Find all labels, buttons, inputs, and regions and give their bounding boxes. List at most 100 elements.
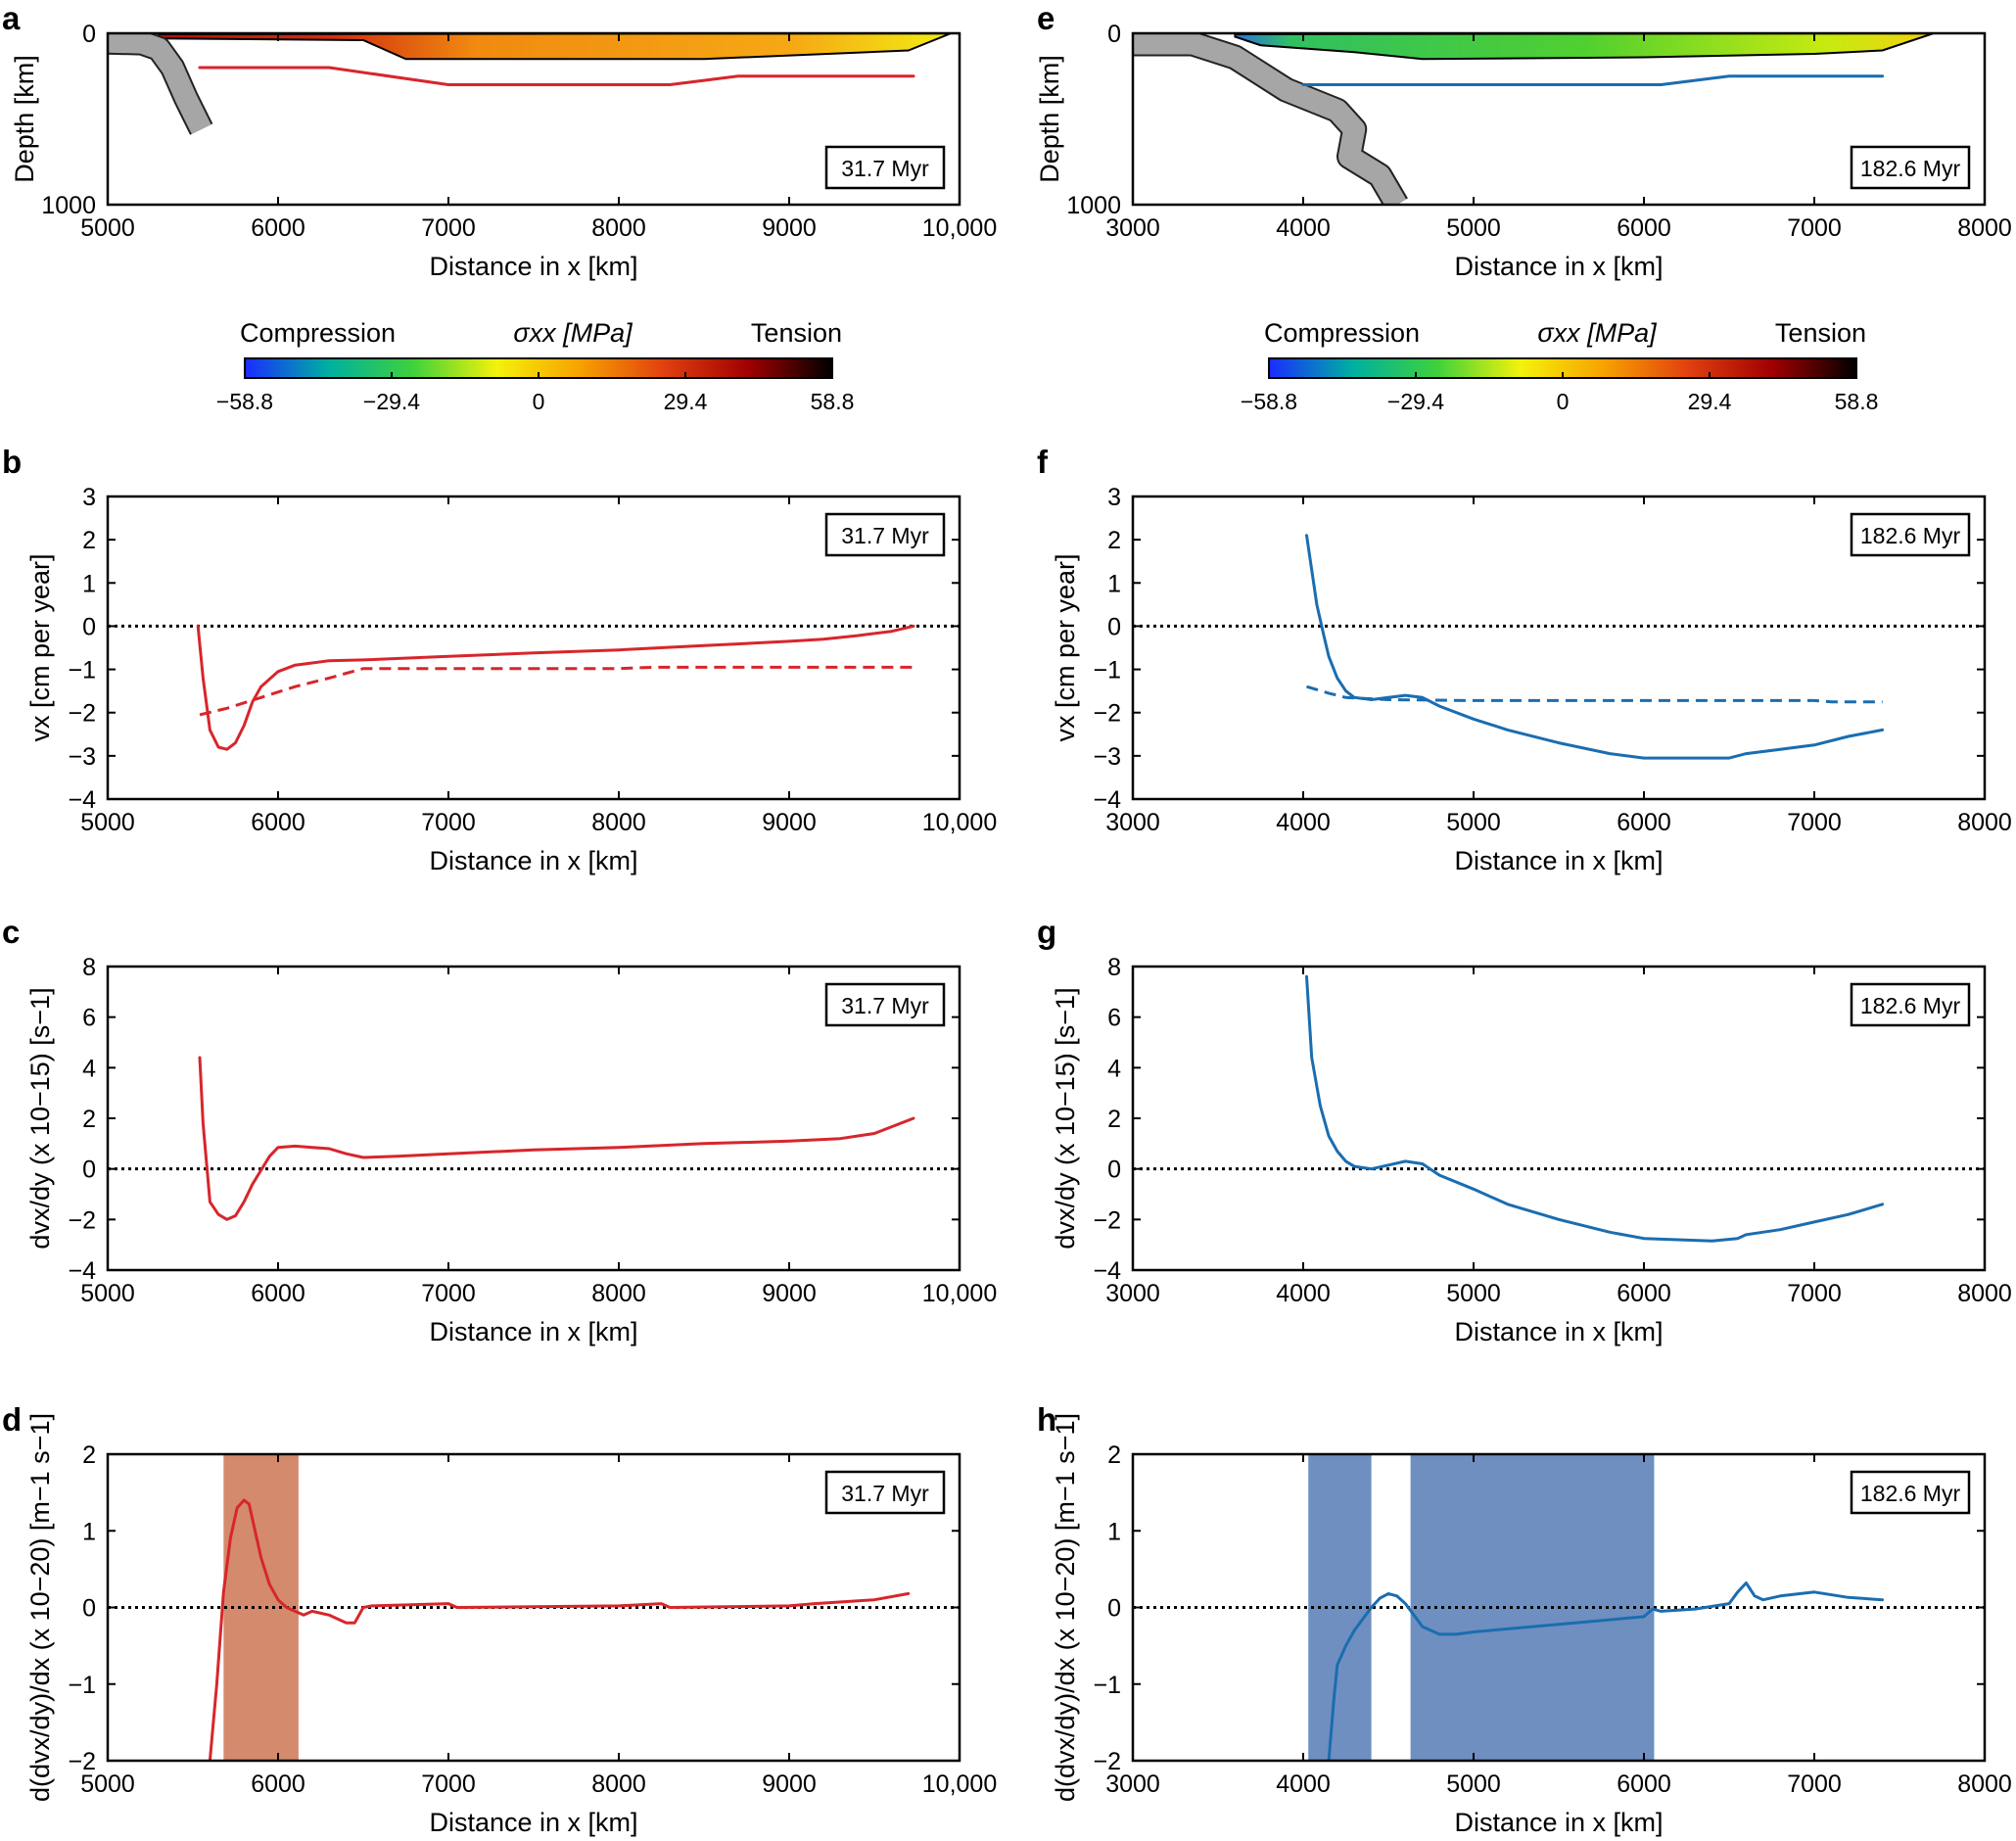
x-tick-label: 7000 (421, 1280, 476, 1307)
panel-letter: c (2, 914, 20, 950)
time-label: 31.7 Myr (841, 1481, 929, 1506)
x-tick-label: 10,000 (922, 1280, 997, 1307)
x-tick-label: 6000 (1617, 214, 1671, 242)
x-tick-label: 7000 (421, 1770, 476, 1798)
x-tick-label: 4000 (1276, 214, 1331, 242)
x-tick-label: 9000 (762, 1280, 817, 1307)
colorbar-tick-label: −58.8 (1241, 389, 1297, 414)
colorbar-tick-label: 0 (533, 389, 545, 414)
y-tick-label: −3 (68, 743, 96, 771)
y-tick-label: −4 (68, 1257, 96, 1285)
x-tick-label: 7000 (1787, 214, 1842, 242)
x-tick-label: 3000 (1105, 1770, 1160, 1798)
plot-area (108, 1056, 960, 1221)
y-tick-label: 2 (82, 527, 96, 554)
panel-f: 3000 4000 5000 6000 7000 8000 −4 −3 −2 −1 0 1 2 3 Dist… (1037, 444, 2012, 875)
x-tick-label: 3000 (1105, 1280, 1160, 1307)
panel-a: 5000 6000 7000 8000 9000 10,000 0 1000 Distance … (2, 0, 997, 281)
x-axis-label: Distance in x [km] (1454, 252, 1663, 281)
y-tick-label: 1 (1107, 570, 1121, 597)
panel-letter: a (2, 0, 21, 36)
colorbar-a: Compression σxx [MPa] Tension −58.8 −29.4 0 29… (216, 318, 854, 414)
panel-e: 3000 4000 5000 6000 7000 8000 0 1000 Distance in… (1035, 0, 2012, 281)
stress-field (1234, 33, 1935, 61)
colorbar-sigma-label: σxx [MPa] (513, 318, 633, 348)
y-tick-label: 8 (82, 954, 96, 981)
x-axis-label: Distance in x [km] (1454, 846, 1663, 875)
x-tick-label: 9000 (762, 214, 817, 242)
plot-frame (1131, 31, 1987, 207)
x-tick-label: 3000 (1105, 809, 1160, 836)
y-tick-label: 6 (82, 1005, 96, 1032)
plot-frame (106, 31, 961, 207)
plot-area (1133, 534, 1985, 760)
x-tick-label: 5000 (80, 809, 135, 836)
y-tick-label: 0 (1107, 1157, 1121, 1184)
y-axis-label: d(dvx/dy)/dx (x 10−20) [m−1 s−1] (25, 1413, 55, 1802)
colorbar-compression-label: Compression (240, 318, 396, 348)
colorbar-tick-label: −29.4 (1387, 389, 1444, 414)
colorbar-compression-label: Compression (1264, 318, 1420, 348)
x-tick-label: 6000 (251, 1770, 305, 1798)
x-tick-label: 6000 (251, 809, 305, 836)
plot-area (1133, 974, 1985, 1243)
x-axis-label: Distance in x [km] (1454, 1317, 1663, 1346)
time-label-box (1850, 982, 1971, 1027)
x-axis-label: Distance in x [km] (429, 846, 637, 875)
plot-area (108, 1454, 960, 1761)
y-tick-label: −4 (68, 786, 96, 814)
y-tick-label: 1 (82, 570, 96, 597)
x-tick-label: 8000 (591, 809, 646, 836)
lithosphere-depth-line (1301, 74, 1885, 86)
panel-b: 5000 6000 7000 8000 9000 10,000 −4 −3 −2 −1 0 1 2 3 Di… (2, 444, 997, 875)
x-tick-label: 8000 (591, 1770, 646, 1798)
x-tick-label: 6000 (1617, 1280, 1671, 1307)
y-tick-label: −2 (68, 700, 96, 728)
y-tick-label: −2 (1093, 1748, 1121, 1775)
plot-area (108, 33, 952, 135)
y-axis-label: dvx/dy (x 10−15) [s−1] (25, 987, 55, 1249)
y-tick-label: 2 (82, 1441, 96, 1469)
series-solid (1305, 534, 1885, 760)
y-tick-label: 0 (82, 21, 96, 48)
y-tick-label: −1 (68, 657, 96, 684)
x-tick-label: 8000 (1957, 1770, 2012, 1798)
x-tick-label: 5000 (80, 1770, 135, 1798)
panel-letter: d (2, 1401, 22, 1438)
x-tick-label: 6000 (251, 214, 305, 242)
y-tick-label: 0 (82, 1157, 96, 1184)
x-tick-label: 10,000 (922, 214, 997, 242)
time-label-box (1850, 1470, 1971, 1515)
series-solid (208, 1498, 911, 1761)
y-tick-label: 0 (82, 1595, 96, 1623)
time-label: 31.7 Myr (841, 523, 929, 548)
y-tick-label: −1 (1093, 1672, 1121, 1699)
y-tick-label: 1 (82, 1518, 96, 1545)
panel-c: 5000 6000 7000 8000 9000 10,000 −4 −2 0 2 4 6 8 Dista… (2, 914, 997, 1346)
panel-h: 3000 4000 5000 6000 7000 8000 −2 −1 0 1 2 Distance … (1037, 1401, 2012, 1837)
x-axis-label: Distance in x [km] (429, 252, 637, 281)
y-axis-label: vx [cm per year] (25, 553, 55, 741)
x-tick-label: 5000 (1446, 809, 1501, 836)
plot-area (108, 624, 960, 751)
x-axis-label: Distance in x [km] (429, 1317, 637, 1346)
time-label: 182.6 Myr (1860, 156, 1961, 181)
x-tick-label: 5000 (1446, 1280, 1501, 1307)
y-tick-label: 1000 (41, 192, 96, 219)
y-tick-label: 1000 (1066, 192, 1121, 219)
panel-letter: g (1037, 914, 1056, 950)
series-dashed (199, 665, 914, 717)
x-tick-label: 10,000 (922, 809, 997, 836)
y-tick-label: 2 (1107, 527, 1121, 554)
time-label: 182.6 Myr (1860, 1481, 1961, 1506)
colorbar-e: Compression σxx [MPa] Tension −58.8 −29.4 0 29… (1241, 318, 1878, 414)
time-label-box (1850, 145, 1971, 190)
plot-frame (106, 495, 961, 801)
x-tick-label: 8000 (591, 1280, 646, 1307)
x-tick-label: 5000 (1446, 1770, 1501, 1798)
colorbar-tension-label: Tension (751, 318, 842, 348)
panel-letter: b (2, 444, 22, 480)
y-tick-label: 4 (82, 1055, 96, 1082)
colorbar-tick-label: 58.8 (811, 389, 855, 414)
y-tick-label: 2 (82, 1106, 96, 1133)
